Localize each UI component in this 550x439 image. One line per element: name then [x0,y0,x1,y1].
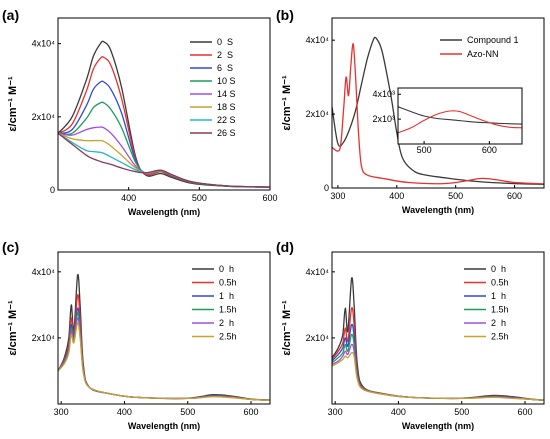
y-axis-label: ε/cm⁻¹ M⁻¹ [281,75,293,131]
chart-panel-b: (b) 300 400 500 600 0 2x10⁴ 4x10⁴ Wavelength (nm… [276,7,545,215]
legend-label: 22 S [217,115,236,125]
x-axis-label: Wavelength (nm) [402,205,474,215]
x-tick-label: 600 [262,193,277,203]
x-tick-label: 600 [517,407,532,417]
panel-label: (c) [2,239,19,255]
y-tick-label: 2x10⁴ [306,333,330,343]
chart-panel-c: (c) 300 400 500 600 2x10⁴ 4x10⁴ Wavelength (nm)… [2,239,271,431]
panel-label: (a) [2,7,19,23]
legend-label: 6 S [217,63,233,73]
plot-frame [331,251,545,405]
series-line [58,40,270,188]
y-tick-label: 4x10³ [372,89,395,99]
x-tick-label: 500 [180,407,195,417]
x-tick-label: 300 [330,191,345,201]
x-tick-label: 500 [192,193,207,203]
x-tick-label: 300 [328,407,343,417]
y-tick-label: 4x10⁴ [306,35,330,45]
y-axis-label: ε/cm⁻¹ M⁻¹ [281,300,293,356]
x-axis-label: Wavelength (nm) [128,421,200,431]
series-group [332,36,544,185]
series-line [58,294,270,402]
y-axis-label: ε/cm⁻¹ M⁻¹ [7,76,19,132]
plot-frame [331,17,545,189]
legend-label: 1.5h [491,305,509,315]
x-tick-label: 600 [482,145,497,155]
y-tick-label: 0 [50,185,55,195]
series-line [58,132,270,188]
legend-label: 2 h [491,318,506,328]
legend-label: 10 S [217,76,236,86]
series-line [58,273,270,401]
legend-label: 0 h [219,264,234,274]
legend-label: 1.5h [219,305,237,315]
x-tick-label: 400 [391,407,406,417]
legend-label: 2.5h [491,332,509,342]
y-tick-label: 4x10⁴ [306,267,330,277]
x-tick-label: 600 [243,407,258,417]
chart-panel-a: (a) 400 500 600 0 2x10⁴ 4x10⁴ Wavelength (nm) ε/… [2,7,278,217]
y-tick-label: 2x10⁴ [32,333,56,343]
y-axis-label: ε/cm⁻¹ M⁻¹ [7,300,19,356]
series-group [332,277,544,402]
legend-label: 18 S [217,102,236,112]
panel-label: (d) [276,239,294,255]
series-line [58,307,270,402]
x-tick-label: 500 [454,407,469,417]
y-tick-label: 0 [324,183,329,193]
y-tick-label: 2x10⁴ [306,109,330,119]
legend-label: 2 h [219,318,234,328]
legend-label: 0 h [491,264,506,274]
legend-label: 1 h [219,291,234,301]
series-line [332,351,544,402]
series-line [58,132,270,188]
inset-series-line [397,110,523,134]
chart-panel-d: (d) 300 400 500 600 2x10⁴ 4x10⁴ Wavelength (nm)… [276,239,545,431]
x-axis-label: Wavelength (nm) [128,207,200,217]
series-line [332,43,544,185]
series-line [332,277,544,401]
x-tick-label: 400 [389,191,404,201]
legend-label: 14 S [217,89,236,99]
plot-frame [57,251,271,405]
plot-frame [57,17,271,191]
plot-frame [397,87,523,145]
series-line [332,343,544,402]
x-tick-label: 300 [54,407,69,417]
inset-chart: 500 600 2x10³ 4x10³ [372,87,523,155]
series-group [58,273,270,402]
legend-label: 0.5h [491,278,509,288]
legend-label: 1 h [491,291,506,301]
series-line [58,56,270,188]
y-tick-label: 4x10⁴ [32,267,56,277]
series-line [332,307,544,402]
y-tick-label: 2x10³ [372,114,395,124]
series-line [58,132,270,188]
y-tick-label: 4x10⁴ [32,39,56,49]
x-tick-label: 400 [121,193,136,203]
legend-label: 2 S [217,50,233,60]
x-axis-label: Wavelength (nm) [402,421,474,431]
y-tick-label: 2x10⁴ [32,112,56,122]
x-tick-label: 400 [117,407,132,417]
legend-label: 0 S [217,37,233,47]
x-tick-label: 500 [448,191,463,201]
series-group [58,40,270,188]
legend-label: 2.5h [219,332,237,342]
panel-label: (b) [276,7,294,23]
series-line [58,322,270,402]
legend-label: Compound 1 [467,35,519,45]
legend-label: 26 S [217,128,236,138]
legend-label: Azo-NN [467,49,499,59]
legend-label: 0.5h [219,278,237,288]
x-tick-label: 500 [417,145,432,155]
inset-series-line [397,106,523,125]
inset-background [398,88,522,144]
x-tick-label: 600 [507,191,522,201]
